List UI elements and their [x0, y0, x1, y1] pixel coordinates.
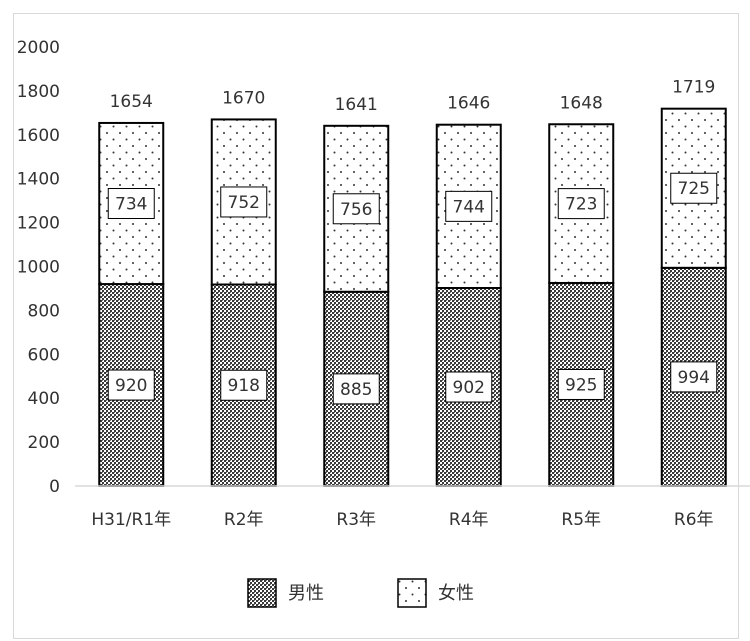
x-tick-label: R5年	[561, 510, 601, 530]
data-label-box	[107, 188, 155, 220]
data-label: 744	[453, 197, 485, 217]
legend-item: 女性	[397, 578, 474, 608]
data-label-box	[557, 188, 605, 220]
y-tick-label: 1600	[17, 126, 60, 146]
data-label: 725	[678, 179, 710, 199]
data-label: 920	[115, 376, 147, 396]
bar-group: 885 756 1641	[323, 95, 390, 487]
data-label: 925	[565, 375, 597, 395]
x-tick-label: R4年	[449, 510, 489, 530]
total-label: 1646	[447, 94, 490, 114]
y-tick-label: 400	[28, 389, 60, 409]
y-tick-label: 0	[49, 477, 60, 497]
y-axis: 0 200 400 600 800 1000 1200 1400 1600 1800 2000	[17, 38, 60, 497]
data-label-box	[332, 373, 380, 405]
data-label: 723	[565, 195, 597, 215]
y-tick-label: 800	[28, 301, 60, 321]
legend: 男性 女性	[247, 578, 474, 608]
y-tick-label: 600	[28, 345, 60, 365]
x-tick-label: R6年	[674, 510, 714, 530]
x-axis: H31/R1年 R2年 R3年 R4年 R5年 R6年	[75, 485, 750, 530]
total-label: 1719	[672, 78, 715, 98]
data-label: 885	[340, 380, 372, 400]
data-label: 756	[340, 200, 372, 220]
data-label: 994	[678, 368, 710, 388]
data-label-box	[220, 186, 268, 218]
data-label-box	[445, 371, 493, 403]
bar-group: 918 752 1670	[210, 88, 277, 487]
y-tick-label: 200	[28, 433, 60, 453]
legend-swatch	[247, 578, 277, 608]
bar-group: 994 725 1719	[660, 78, 727, 487]
data-label-box	[670, 172, 718, 204]
legend-label: 男性	[288, 583, 324, 604]
bars: 920 734 1654 918 752 1670 885 756 1641 902 744 1646…	[98, 78, 727, 487]
total-label: 1648	[560, 93, 603, 113]
bar-group: 920 734 1654	[98, 92, 165, 487]
y-tick-label: 1800	[17, 82, 60, 102]
data-label-box	[445, 190, 493, 222]
y-tick-label: 2000	[17, 38, 60, 58]
total-label: 1641	[335, 95, 378, 115]
data-label-box	[107, 369, 155, 401]
bar-group: 925 723 1648	[548, 93, 615, 487]
legend-label: 女性	[438, 583, 474, 604]
y-tick-label: 1000	[17, 258, 60, 278]
total-label: 1670	[222, 88, 265, 108]
data-label: 902	[453, 378, 485, 398]
y-tick-label: 1200	[17, 214, 60, 234]
x-tick-label: H31/R1年	[91, 510, 171, 530]
total-label: 1654	[110, 92, 153, 112]
data-label-box	[332, 193, 380, 225]
data-label-box	[670, 361, 718, 393]
bar-group: 902 744 1646	[435, 94, 502, 487]
x-tick-label: R2年	[224, 510, 264, 530]
x-tick-label: R3年	[336, 510, 376, 530]
data-label: 918	[228, 376, 260, 396]
data-label-box	[557, 368, 605, 400]
legend-item: 男性	[247, 578, 324, 608]
data-label: 752	[228, 193, 260, 213]
y-tick-label: 1400	[17, 170, 60, 190]
data-label-box	[220, 369, 268, 401]
legend-swatch	[397, 578, 427, 608]
data-label: 734	[115, 195, 147, 215]
